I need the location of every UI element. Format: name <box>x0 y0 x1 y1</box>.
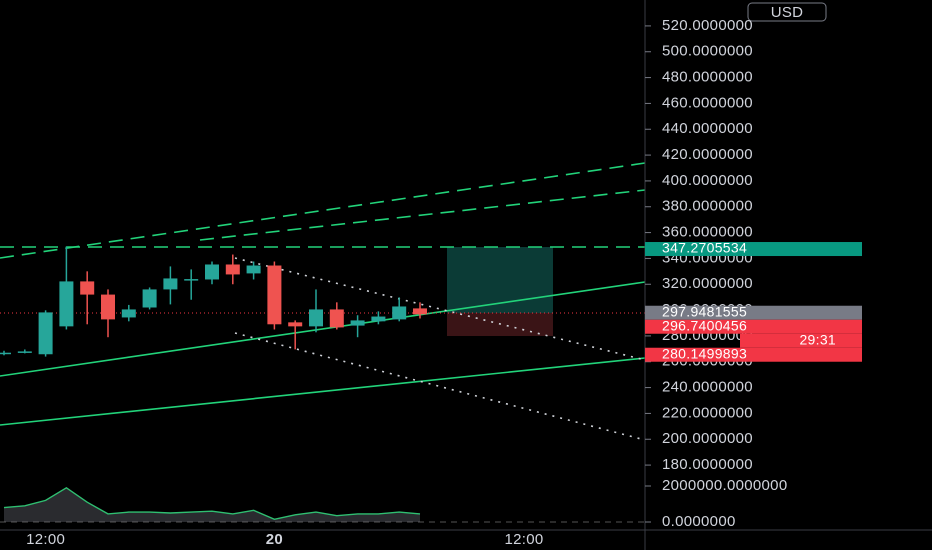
candle-body <box>0 352 11 355</box>
candle-body <box>371 316 386 322</box>
y-tick-label: 460.0000000 <box>662 94 753 111</box>
price-tag <box>645 305 862 320</box>
price-tag <box>645 347 862 362</box>
countdown-label: 29:31 <box>799 331 836 347</box>
candle-body <box>288 322 303 327</box>
y-tick-label: 220.0000000 <box>662 404 753 421</box>
y-tick-label: 420.0000000 <box>662 146 753 163</box>
candle-body <box>163 278 178 290</box>
y-tick-label: 180.0000000 <box>662 456 753 473</box>
y-tick-label: 500.0000000 <box>662 43 753 60</box>
currency-box[interactable] <box>747 2 827 22</box>
price-tag-label: 296.7400456 <box>662 317 747 333</box>
candle-body <box>80 281 95 295</box>
dotted-line <box>234 332 646 441</box>
x-tick-label: 20 <box>266 531 283 548</box>
candle-body <box>267 265 282 325</box>
dotted-line <box>234 257 646 361</box>
x-tick-label: 12:00 <box>26 531 65 548</box>
x-tick-label: 12:00 <box>504 531 543 548</box>
volume-line <box>3 486 421 521</box>
channel-line <box>199 189 646 241</box>
candle-body <box>413 308 427 315</box>
countdown-tag <box>740 333 862 348</box>
price-tag <box>645 319 862 334</box>
candle-body <box>101 294 115 320</box>
candle-body <box>121 309 136 318</box>
price-tag-label: 280.1499893 <box>662 345 747 361</box>
y-tick-label: 480.0000000 <box>662 69 753 86</box>
trend-line <box>0 357 646 426</box>
candle-body <box>350 320 365 326</box>
y-tick-label: 400.0000000 <box>662 172 753 189</box>
y-tick-label: 520.0000000 <box>662 17 753 34</box>
candle-body <box>392 306 407 320</box>
candle-body <box>142 289 157 308</box>
y-tick-label: 440.0000000 <box>662 120 753 137</box>
volume-tick-label: 2000000.0000000 <box>662 477 787 494</box>
candle-body <box>309 309 323 327</box>
drawings <box>0 162 646 523</box>
profit-zone <box>447 247 553 313</box>
candle-body <box>205 264 219 280</box>
trend-line <box>0 281 646 377</box>
volume-fill <box>4 487 420 522</box>
candle-body <box>17 351 32 353</box>
y-tick-label: 360.0000000 <box>662 224 753 241</box>
y-tick-label: 320.0000000 <box>662 275 753 292</box>
y-tick-label: 200.0000000 <box>662 430 753 447</box>
candle-body <box>59 281 74 327</box>
candle-body <box>184 279 199 281</box>
candle-body <box>38 312 53 355</box>
candle-body <box>246 265 261 274</box>
price-tag <box>645 242 862 257</box>
candle-body <box>225 264 240 275</box>
candle-body <box>329 309 344 328</box>
volume-tick-label: 0.0000000 <box>662 513 736 530</box>
price-tag-label: 297.9481555 <box>662 303 747 319</box>
currency-label[interactable]: USD <box>771 4 804 21</box>
y-tick-label: 380.0000000 <box>662 198 753 215</box>
y-tick-label: 240.0000000 <box>662 379 753 396</box>
price-tag-label: 347.2705534 <box>662 240 747 256</box>
